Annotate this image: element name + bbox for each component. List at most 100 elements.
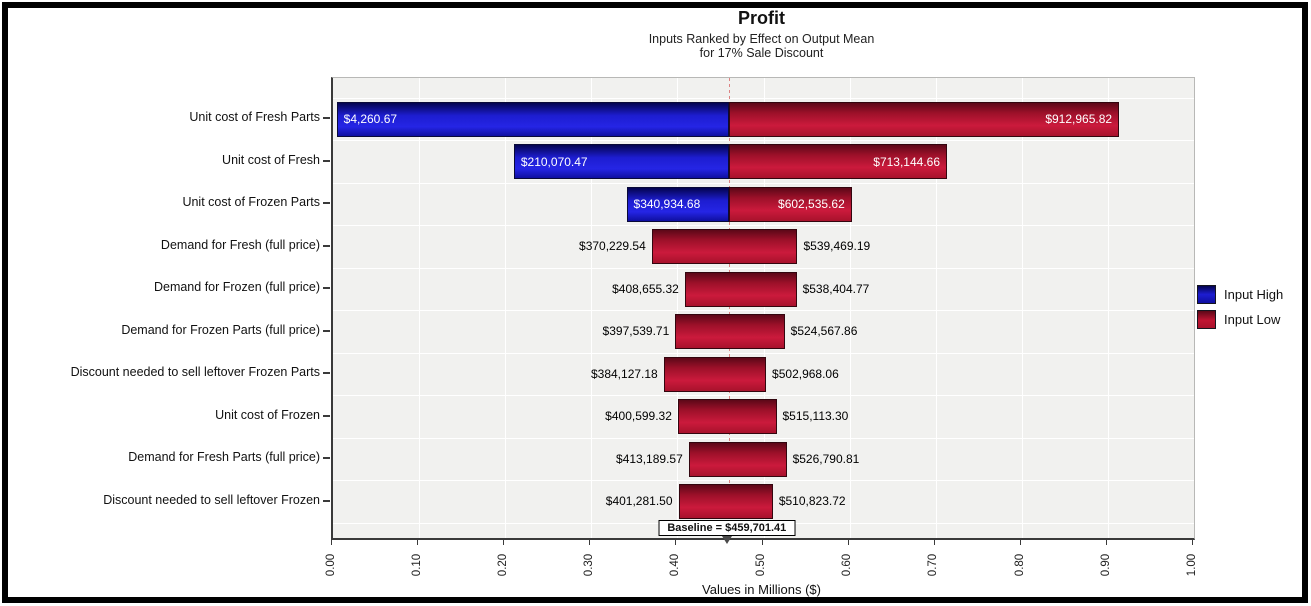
legend-item-input-high: Input High bbox=[1197, 285, 1283, 304]
horizontal-gridline bbox=[333, 352, 1194, 354]
legend-item-input-low: Input Low bbox=[1197, 310, 1283, 329]
chart-subtitle-line2: for 17% Sale Discount bbox=[699, 46, 824, 60]
bar-value-low-end: $384,127.18 bbox=[590, 366, 658, 381]
bar-input-low-segment: $602,535.62 bbox=[728, 186, 852, 222]
bar-value-high-end: $602,535.62 bbox=[778, 197, 845, 211]
bar-value-low-end: $340,934.68 bbox=[633, 197, 701, 211]
y-axis-tick bbox=[323, 117, 330, 119]
vertical-gridline bbox=[505, 78, 507, 538]
x-axis-tick-label: 0.00 bbox=[306, 545, 356, 585]
x-axis-tick bbox=[933, 539, 935, 545]
x-axis-tick bbox=[331, 539, 332, 545]
x-axis-tick-text: 0.60 bbox=[841, 553, 854, 577]
x-axis-tick-text: 0.00 bbox=[324, 553, 337, 577]
horizontal-gridline bbox=[333, 310, 1194, 312]
baseline-callout: Baseline = $459,701.41 bbox=[658, 520, 796, 536]
y-axis-tick bbox=[323, 329, 330, 332]
category-label: Demand for Fresh (full price) bbox=[160, 237, 320, 252]
bar-value-low-end: $400,599.32 bbox=[605, 409, 672, 423]
vertical-gridline bbox=[849, 78, 851, 538]
horizontal-gridline bbox=[333, 437, 1194, 439]
vertical-gridline bbox=[1107, 78, 1109, 538]
x-axis-tick bbox=[761, 539, 763, 545]
horizontal-gridline bbox=[333, 97, 1194, 99]
category-label: Demand for Fresh Parts (full price) bbox=[128, 450, 320, 464]
vertical-gridline bbox=[677, 78, 679, 538]
bar-value-low-end: $413,189.57 bbox=[616, 451, 683, 466]
bar-input-high-segment: $210,070.47 bbox=[513, 144, 729, 179]
x-axis-tick-text: 0.10 bbox=[411, 553, 424, 577]
bar-input-low bbox=[678, 484, 773, 519]
chart-subtitle-line1: Inputs Ranked by Effect on Output Mean bbox=[648, 32, 875, 46]
bar-input-low bbox=[677, 399, 777, 434]
bar-value-high-end: $502,968.06 bbox=[772, 366, 839, 381]
x-axis-tick-text: 1.00 bbox=[1185, 553, 1198, 577]
bar-input-low-segment: $912,965.82 bbox=[728, 101, 1120, 137]
horizontal-gridline bbox=[333, 225, 1194, 227]
input-high-swatch-icon bbox=[1197, 285, 1216, 304]
y-axis-tick bbox=[323, 159, 330, 162]
x-axis-tick bbox=[1019, 539, 1021, 545]
x-axis-tick-label: 0.30 bbox=[564, 545, 614, 585]
bar-value-high-end: $912,965.82 bbox=[1045, 112, 1113, 126]
bar-value-high-end: $526,790.81 bbox=[792, 451, 860, 466]
category-label: Discount needed to sell leftover Frozen … bbox=[70, 365, 320, 379]
bar-value-high-end: $713,144.66 bbox=[873, 154, 940, 169]
bar-value-high-end: $515,113.30 bbox=[782, 409, 849, 423]
bar-value-high-end: $539,469.19 bbox=[803, 239, 871, 253]
x-axis-tick-text: 0.80 bbox=[1013, 553, 1026, 577]
x-axis-tick-text: 0.30 bbox=[583, 553, 596, 577]
y-axis-tick bbox=[323, 457, 330, 459]
x-axis-tick-label: 0.80 bbox=[995, 545, 1045, 585]
x-axis-tick bbox=[589, 539, 591, 545]
legend: Input High Input Low bbox=[1197, 285, 1283, 335]
baseline-reference-line bbox=[728, 78, 730, 538]
y-axis-tick bbox=[323, 287, 330, 289]
x-axis-tick bbox=[675, 539, 677, 545]
x-axis-tick-text: 0.40 bbox=[669, 553, 682, 577]
category-label: Unit cost of Fresh bbox=[222, 152, 320, 167]
vertical-gridline bbox=[763, 78, 765, 538]
bar-input-low bbox=[688, 441, 787, 477]
x-axis-tick-text: 0.90 bbox=[1099, 553, 1112, 577]
y-axis-tick bbox=[323, 499, 330, 502]
baseline-marker-icon bbox=[721, 536, 732, 544]
x-axis-title: Values in Millions ($) bbox=[702, 582, 821, 597]
legend-label-input-low: Input Low bbox=[1224, 312, 1281, 327]
bar-value-low-end: $401,281.50 bbox=[605, 494, 673, 508]
horizontal-gridline bbox=[333, 480, 1194, 482]
y-axis-tick bbox=[323, 202, 330, 204]
bar-input-low bbox=[663, 356, 767, 392]
bar-input-low bbox=[684, 271, 797, 307]
category-label: Demand for Frozen (full price) bbox=[153, 280, 320, 294]
x-axis-tick-text: 0.70 bbox=[927, 553, 940, 577]
y-axis-tick bbox=[323, 244, 330, 247]
bar-value-low-end: $370,229.54 bbox=[579, 239, 646, 253]
horizontal-gridline bbox=[333, 140, 1194, 142]
x-axis-tick bbox=[847, 539, 849, 545]
y-axis-tick bbox=[323, 414, 330, 417]
bar-value-high-end: $538,404.77 bbox=[802, 281, 870, 296]
horizontal-gridline bbox=[333, 267, 1194, 269]
x-axis-tick bbox=[1105, 539, 1107, 545]
x-axis-tick-label: 0.10 bbox=[392, 545, 442, 585]
x-axis-tick-label: 0.70 bbox=[909, 545, 959, 585]
x-axis-tick-label: 0.40 bbox=[650, 545, 700, 585]
bar-value-high-end: $510,823.72 bbox=[778, 494, 846, 508]
category-label: Demand for Frozen Parts (full price) bbox=[121, 322, 320, 337]
bar-value-low-end: $408,655.32 bbox=[612, 281, 679, 296]
bar-input-low-segment: $713,144.66 bbox=[728, 144, 947, 179]
bar-value-low-end: $210,070.47 bbox=[520, 154, 588, 169]
x-axis-tick-label: 0.20 bbox=[478, 545, 528, 585]
x-axis-tick bbox=[1192, 539, 1193, 545]
plot-area: $4,260.67 $912,965.82 $210,070.47 $713,144.… bbox=[331, 77, 1195, 540]
bar-value-low-end: $397,539.71 bbox=[602, 324, 670, 338]
x-axis-tick bbox=[503, 539, 505, 545]
x-axis-tick-text: 0.50 bbox=[755, 553, 768, 577]
x-axis-tick-label: 0.50 bbox=[737, 545, 787, 585]
horizontal-gridline bbox=[333, 395, 1194, 397]
x-axis-tick-label: 1.00 bbox=[1167, 545, 1217, 585]
y-axis-tick bbox=[323, 372, 330, 374]
bar-input-low bbox=[651, 229, 798, 264]
category-label: Unit cost of Frozen bbox=[215, 407, 320, 422]
